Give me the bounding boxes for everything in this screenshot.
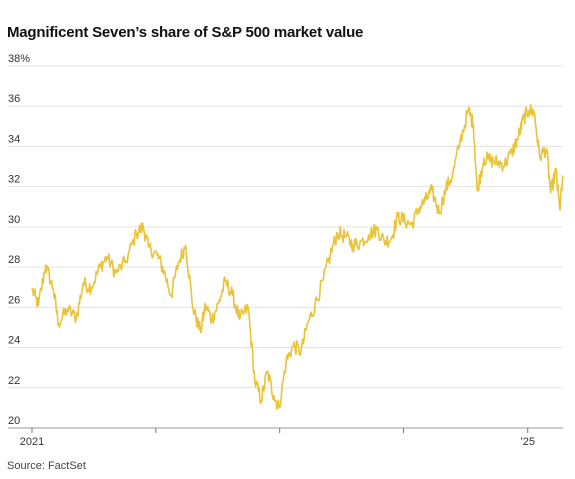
- gridlines: [8, 65, 563, 429]
- x-tick-label: ’25: [520, 436, 535, 448]
- series-line: [31, 104, 564, 410]
- y-tick-label: 22: [8, 375, 20, 387]
- y-tick-label: 28: [8, 254, 20, 266]
- y-tick-label: 34: [8, 133, 20, 145]
- y-tick-label: 30: [8, 214, 20, 226]
- y-tick-label: 38%: [8, 53, 30, 65]
- y-tick-label: 20: [8, 415, 20, 427]
- y-tick-label: 32: [8, 174, 20, 186]
- source-note: Source: FactSet: [7, 460, 86, 472]
- x-axis-ticks: 2021 ’25: [20, 428, 535, 448]
- y-tick-label: 36: [8, 93, 20, 105]
- y-tick-label: 26: [8, 294, 20, 306]
- y-tick-label: 24: [8, 335, 20, 347]
- chart-title: Magnificent Seven’s share of S&P 500 mar…: [7, 24, 364, 41]
- x-tick-label: 2021: [20, 436, 44, 448]
- y-axis-ticks: 20 22 24 26 28 30 32 34 36 38%: [8, 53, 30, 427]
- series-layer: [31, 104, 564, 410]
